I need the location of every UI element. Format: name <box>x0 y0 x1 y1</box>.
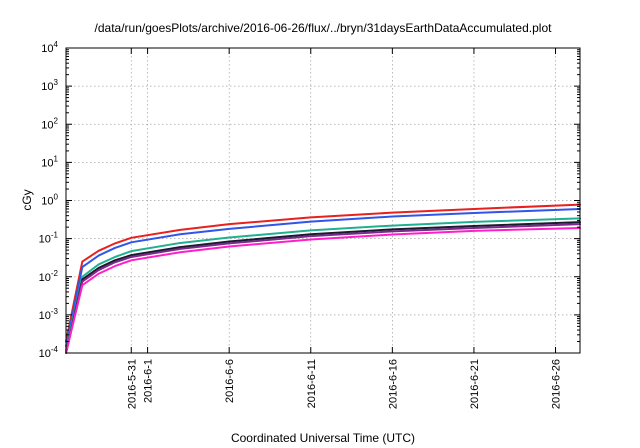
x-tick-label: 2016-6-1 <box>143 359 155 403</box>
grid-lines <box>66 48 580 353</box>
y-tick-label: 103 <box>41 78 58 93</box>
x-axis-label: Coordinated Universal Time (UTC) <box>231 431 415 445</box>
y-tick-label: 10-2 <box>39 269 59 284</box>
y-tick-label: 101 <box>41 154 58 169</box>
x-tick-label: 2016-6-16 <box>387 359 399 409</box>
data-series <box>65 203 581 354</box>
y-axis-label: cGy <box>20 189 34 210</box>
y-tick-label: 102 <box>41 116 58 131</box>
series-line <box>65 217 581 351</box>
y-tick-label: 10-1 <box>39 231 59 246</box>
x-axis: 2016-5-31 2016-6-1 2016-6-6 2016-6-11 2016-6… <box>126 48 563 409</box>
series-line <box>65 227 581 354</box>
chart-title: /data/run/goesPlots/archive/2016-06-26/f… <box>95 21 553 35</box>
series-line <box>65 207 581 348</box>
x-tick-label: 2016-6-21 <box>469 359 481 409</box>
series-line <box>65 221 581 354</box>
x-tick-label: 2016-6-11 <box>306 359 318 408</box>
y-tick-label: 104 <box>41 40 58 55</box>
y-tick-label: 10-4 <box>39 345 59 360</box>
x-tick-label: 2016-6-6 <box>224 359 236 403</box>
y-tick-label: 10-3 <box>39 307 59 322</box>
x-tick-label: 2016-6-26 <box>551 359 563 409</box>
x-tick-label: 2016-5-31 <box>126 359 138 409</box>
series-line <box>65 223 581 354</box>
y-tick-label: 100 <box>41 193 58 208</box>
series-line <box>65 203 581 343</box>
y-axis: 10-4 10-3 10-2 10-1 100 101 102 103 104 <box>39 40 580 360</box>
